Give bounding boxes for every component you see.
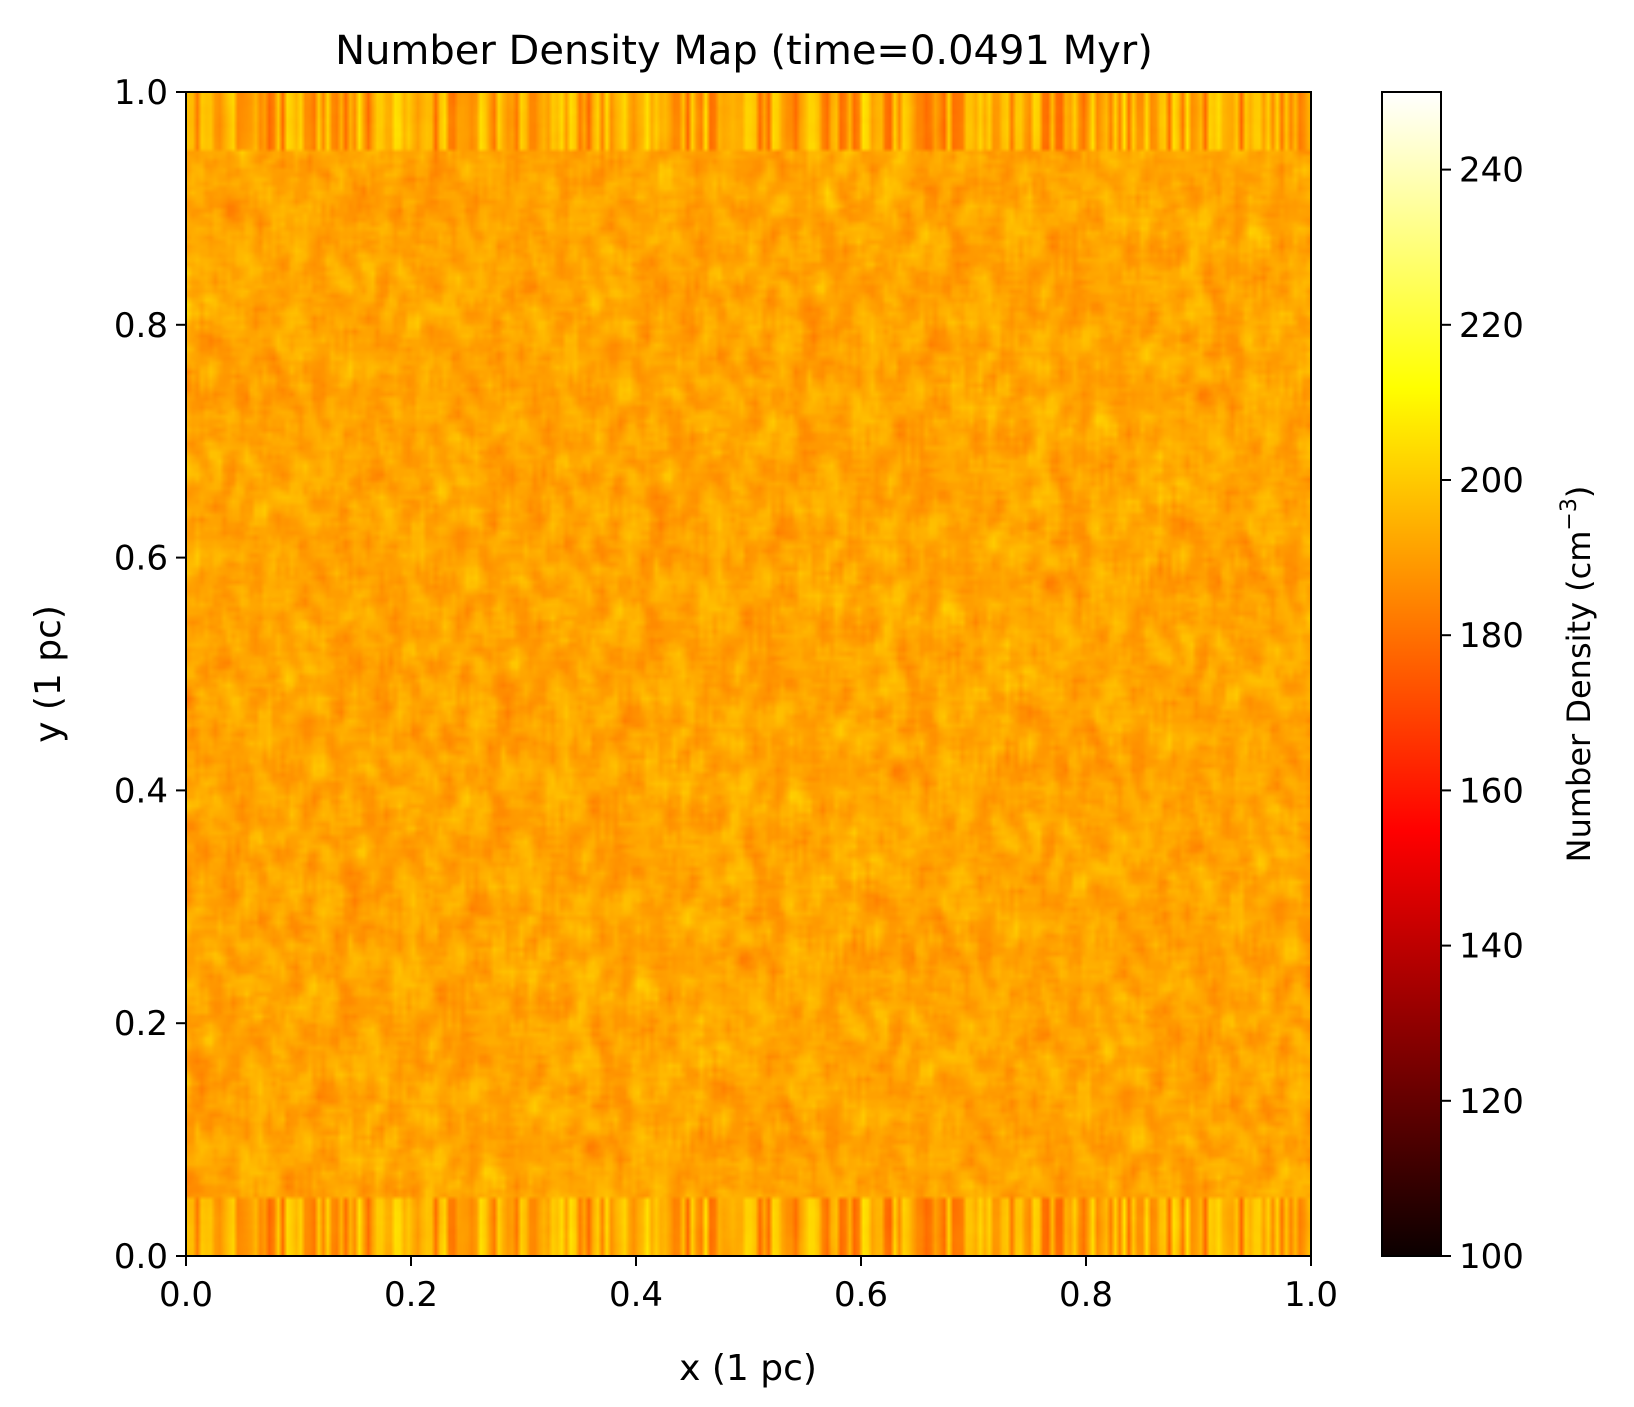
y-tick-label: 1.0	[114, 73, 168, 113]
x-tick-label: 0.8	[1059, 1275, 1113, 1315]
x-tick-label: 0.6	[834, 1275, 888, 1315]
colorbar-label-text: Number Density (cm	[1560, 531, 1598, 863]
heatmap-image	[186, 92, 1311, 1256]
x-axis-ticks: 0.0 0.2 0.4 0.6 0.8 1.0	[159, 1256, 1338, 1315]
chart-title: Number Density Map (time=0.0491 Myr)	[335, 28, 1153, 74]
y-tick-label: 0.6	[114, 539, 168, 579]
x-tick-label: 0.2	[384, 1275, 438, 1315]
colorbar-label-close: )	[1560, 486, 1598, 498]
colorbar-gradient	[1381, 91, 1442, 1257]
colorbar-ticks: 100 120 140 160 180 200 220 240	[1441, 151, 1524, 1277]
y-axis-ticks: 0.0 0.2 0.4 0.6 0.8 1.0	[114, 73, 186, 1277]
x-tick-label: 0.0	[159, 1275, 213, 1315]
y-axis-label: y (1 pc)	[28, 605, 69, 743]
x-tick-label: 0.4	[609, 1275, 663, 1315]
colorbar-tick-label: 160	[1459, 771, 1524, 811]
y-tick-label: 0.8	[114, 306, 168, 346]
colorbar-tick-label: 100	[1459, 1237, 1524, 1277]
colorbar-label: Number Density (cm−3)	[1557, 486, 1598, 863]
plot-frame	[185, 91, 1312, 1257]
colorbar-tick-label: 140	[1459, 927, 1524, 967]
colorbar-label-superscript: −3	[1557, 498, 1582, 530]
x-tick-label: 1.0	[1284, 1275, 1338, 1315]
colorbar-tick-label: 180	[1459, 616, 1524, 656]
colorbar-tick-label: 220	[1459, 306, 1524, 346]
heatmap-plot-area	[185, 91, 1312, 1257]
colorbar-tick-label: 200	[1459, 461, 1524, 501]
x-axis-label: x (1 pc)	[679, 1348, 817, 1389]
colorbar-tick-label: 120	[1459, 1082, 1524, 1122]
y-tick-label: 0.4	[114, 771, 168, 811]
y-tick-label: 0.2	[114, 1004, 168, 1044]
colorbar-tick-label: 240	[1459, 151, 1524, 191]
y-tick-label: 0.0	[114, 1237, 168, 1277]
colorbar: 100 120 140 160 180 200 220 240 Number Density …	[1381, 91, 1598, 1277]
